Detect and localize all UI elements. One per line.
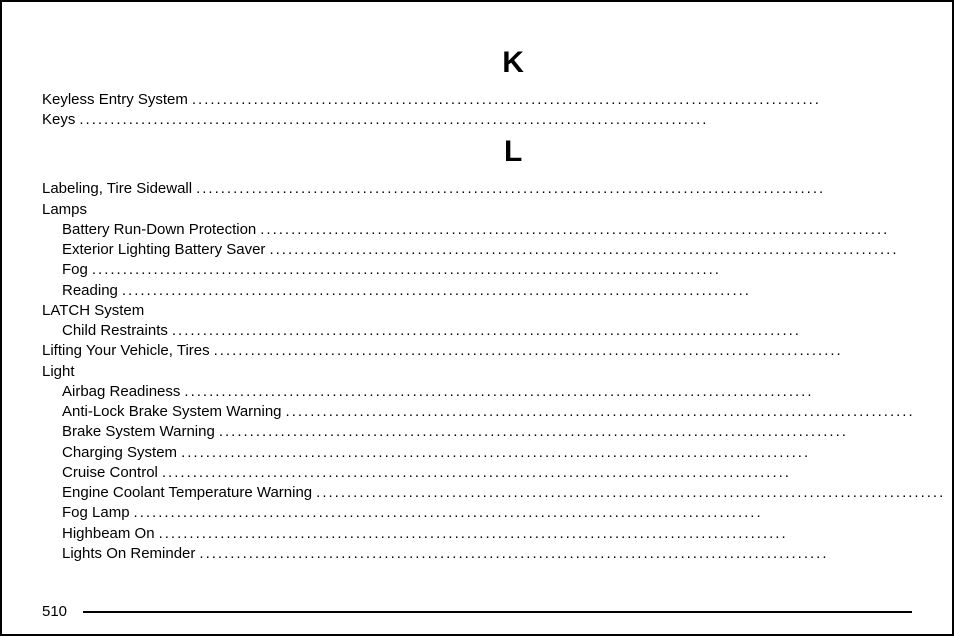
index-entry-dots	[181, 443, 945, 463]
index-entry-page: 208	[949, 524, 954, 544]
index-entry-dots	[192, 90, 945, 110]
index-entry-dots	[134, 503, 946, 523]
index-entry-page: 175	[949, 240, 954, 260]
footer-rule	[83, 611, 912, 613]
section-spacer	[42, 131, 954, 132]
index-entry-label: Engine Coolant Temperature Warning	[62, 483, 312, 503]
index-entry-label: Fog Lamp	[62, 503, 130, 523]
index-entry: Exterior Lighting Battery Saver 175	[42, 240, 954, 260]
index-entry: Charging System 196	[42, 443, 954, 463]
index-entry: Labeling, Tire Sidewall 394	[42, 179, 954, 199]
index-entry-page: 418	[949, 341, 954, 361]
index-entry-label: Highbeam On	[62, 524, 155, 544]
index-entry: Lights On Reminder 207	[42, 544, 954, 564]
index-content: K Keyless Entry System 92 Keys 91 L Labeling, …	[2, 2, 952, 584]
index-entry-dots	[159, 524, 946, 544]
index-entry: Keyless Entry System 92	[42, 90, 954, 110]
index-entry-page: 207	[949, 503, 954, 523]
index-entry-label: Airbag Readiness	[62, 382, 180, 402]
index-entry-dots	[122, 281, 945, 301]
index-entry-page: 177	[949, 220, 954, 240]
index-entry-page: 208	[949, 463, 954, 483]
index-entry-label: Reading	[62, 281, 118, 301]
index-entry-dots	[260, 220, 945, 240]
index-entry-label: Fog	[62, 260, 88, 280]
index-entry: Fog 175	[42, 260, 954, 280]
index-entry-dots	[92, 260, 945, 280]
index-entry-page: 92	[949, 90, 954, 110]
index-heading: Light	[42, 362, 954, 382]
index-entry-dots	[184, 382, 945, 402]
index-entry-dots	[172, 321, 945, 341]
section-letter: K	[42, 46, 954, 80]
index-entry-page: 207	[949, 544, 954, 564]
index-entry: Airbag Readiness 192	[42, 382, 954, 402]
index-entry: Anti-Lock Brake System Warning 198	[42, 402, 954, 422]
index-entry-dots	[316, 483, 945, 503]
index-entry: Reading 177	[42, 281, 954, 301]
index-entry-label: Child Restraints	[62, 321, 168, 341]
index-entry-label: Brake System Warning	[62, 422, 215, 442]
index-entry-page: 177	[949, 281, 954, 301]
index-entry: Lifting Your Vehicle, Tires 418	[42, 341, 954, 361]
index-entry-dots	[199, 544, 945, 564]
index-page: K Keyless Entry System 92 Keys 91 L Labeling, …	[0, 0, 954, 636]
index-entry: Highbeam On 208	[42, 524, 954, 544]
index-entry-page: 197	[949, 422, 954, 442]
index-entry: Cruise Control 208	[42, 463, 954, 483]
index-entry: Child Restraints 55	[42, 321, 954, 341]
index-entry: Engine Coolant Temperature Warning 200	[42, 483, 954, 503]
index-entry-label: Cruise Control	[62, 463, 158, 483]
index-entry: Fog Lamp 207	[42, 503, 954, 523]
index-entry-dots	[286, 402, 946, 422]
index-entry-label: Charging System	[62, 443, 177, 463]
index-entry-page: 394	[949, 179, 954, 199]
index-entry-dots	[196, 179, 945, 199]
index-entry-dots	[219, 422, 945, 442]
section-letter: L	[42, 135, 954, 169]
index-entry: Keys 91	[42, 110, 954, 130]
index-entry-dots	[79, 110, 945, 130]
index-entry-dots	[269, 240, 945, 260]
index-entry-page: 196	[949, 443, 954, 463]
index-entry: Battery Run-Down Protection 177	[42, 220, 954, 240]
index-entry-label: Lifting Your Vehicle, Tires	[42, 341, 210, 361]
index-column-left: K Keyless Entry System 92 Keys 91 L Labeling, …	[42, 42, 954, 564]
index-entry: Brake System Warning 197	[42, 422, 954, 442]
index-entry-label: Battery Run-Down Protection	[62, 220, 256, 240]
index-entry-page: 175	[949, 260, 954, 280]
index-entry-page: 200	[949, 483, 954, 503]
page-number: 510	[42, 603, 67, 620]
index-entry-label: Keyless Entry System	[42, 90, 188, 110]
index-entry-label: Anti-Lock Brake System Warning	[62, 402, 282, 422]
index-entry-dots	[214, 341, 946, 361]
index-entry-dots	[162, 463, 945, 483]
index-heading: Lamps	[42, 200, 954, 220]
index-entry-page: 198	[949, 402, 954, 422]
index-entry-label: Labeling, Tire Sidewall	[42, 179, 192, 199]
index-entry-label: Lights On Reminder	[62, 544, 195, 564]
index-entry-page: 55	[949, 321, 954, 341]
index-entry-label: Exterior Lighting Battery Saver	[62, 240, 265, 260]
index-heading: LATCH System	[42, 301, 954, 321]
index-entry-page: 91	[949, 110, 954, 130]
index-entry-page: 192	[949, 382, 954, 402]
index-entry-label: Keys	[42, 110, 75, 130]
page-footer: 510	[42, 603, 912, 620]
